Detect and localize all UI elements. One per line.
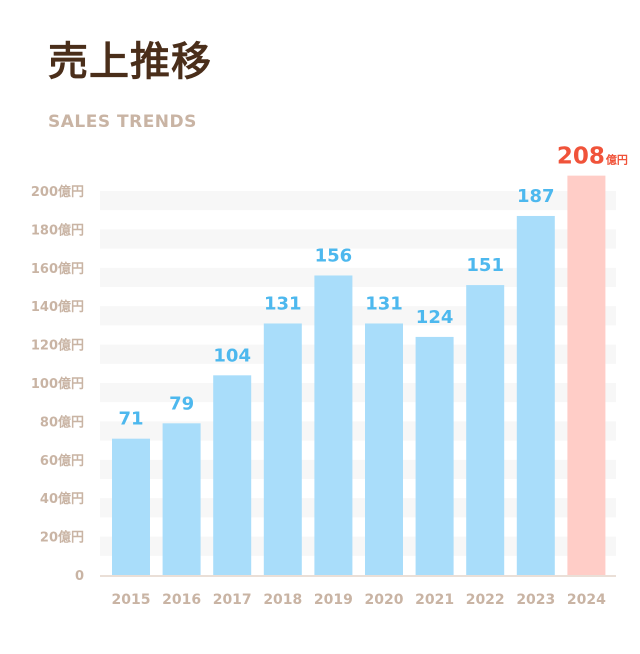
bar-2018	[263, 323, 302, 575]
y-tick-label: 200億円	[31, 184, 84, 200]
y-tick-label: 120億円	[31, 338, 84, 354]
y-tick-label: 100億円	[31, 376, 84, 392]
y-tick-label: 80億円	[40, 414, 84, 430]
bars	[112, 175, 606, 575]
x-tick-label: 2018	[263, 592, 302, 608]
value-label-2015: 71	[118, 409, 143, 430]
value-label-2017: 104	[213, 345, 251, 366]
y-tick-label: 160億円	[31, 261, 84, 277]
value-label-2021: 124	[416, 307, 454, 328]
x-tick-label: 2019	[314, 592, 353, 608]
bar-2023	[516, 215, 555, 575]
y-tick-label: 140億円	[31, 299, 84, 315]
bar-2017	[213, 375, 252, 575]
x-tick-label: 2022	[466, 592, 505, 608]
x-tick-label: 2021	[415, 592, 454, 608]
x-axis-ticks: 2015 2016 2017 2018 2019 2020 2021 2022 2023 2024	[112, 592, 607, 608]
value-label-2019: 156	[315, 245, 353, 266]
grid-band	[100, 267, 616, 287]
y-axis-ticks: 0 20億円 40億円 60億円 80億円 100億円 120億円 140億円 160億円 180…	[31, 184, 84, 584]
y-tick-label: 180億円	[31, 222, 84, 238]
x-tick-label: 2016	[162, 592, 201, 608]
chart-title: 売上推移	[48, 39, 212, 85]
value-label-2024: 208億円	[557, 144, 628, 170]
bar-2019	[314, 275, 353, 575]
x-tick-label: 2020	[365, 592, 404, 608]
value-label-2016: 79	[169, 393, 194, 414]
value-label-2018: 131	[264, 293, 302, 314]
x-tick-label: 2024	[567, 592, 606, 608]
y-tick-label: 60億円	[40, 453, 84, 469]
bar-2024	[567, 175, 606, 575]
y-tick-label: 20億円	[40, 530, 84, 546]
bar-2016	[162, 423, 201, 575]
chart-subtitle: SALES TRENDS	[48, 112, 197, 132]
value-label-2022: 151	[466, 255, 504, 276]
y-tick-label: 40億円	[40, 491, 84, 507]
x-tick-label: 2017	[213, 592, 252, 608]
value-label-2020: 131	[365, 293, 403, 314]
y-tick-label: 0	[75, 569, 84, 584]
x-tick-label: 2015	[112, 592, 151, 608]
bar-2015	[112, 438, 150, 575]
grid-band	[100, 191, 616, 211]
x-tick-label: 2023	[516, 592, 555, 608]
bar-2022	[466, 285, 505, 575]
grid-band	[100, 229, 616, 249]
value-label-2023: 187	[517, 186, 555, 207]
bar-2020	[365, 323, 403, 575]
bar-2021	[415, 336, 454, 575]
